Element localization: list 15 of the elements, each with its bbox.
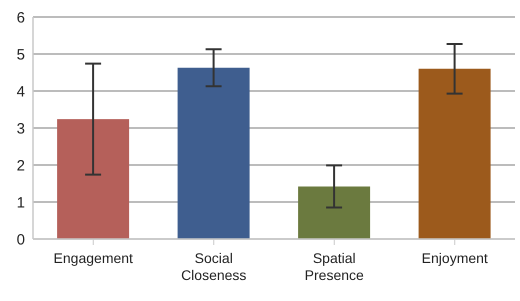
y-tick-label: 3 <box>16 120 25 138</box>
y-tick-label: 1 <box>16 194 25 212</box>
y-tick-label: 0 <box>16 231 25 248</box>
y-tick-label: 5 <box>16 46 25 64</box>
bar <box>418 68 491 239</box>
x-tick-label: Enjoyment <box>422 250 488 266</box>
x-tick-label: Spatial Presence <box>304 250 364 283</box>
bar <box>57 119 130 239</box>
bar <box>178 68 250 239</box>
x-tick-label: Social Closeness <box>181 250 246 283</box>
y-tick-label: 6 <box>16 9 25 26</box>
bar <box>298 186 370 239</box>
x-tick-label: Engagement <box>54 250 134 266</box>
y-tick-label: 2 <box>16 157 25 174</box>
y-tick-label: 4 <box>16 83 25 100</box>
